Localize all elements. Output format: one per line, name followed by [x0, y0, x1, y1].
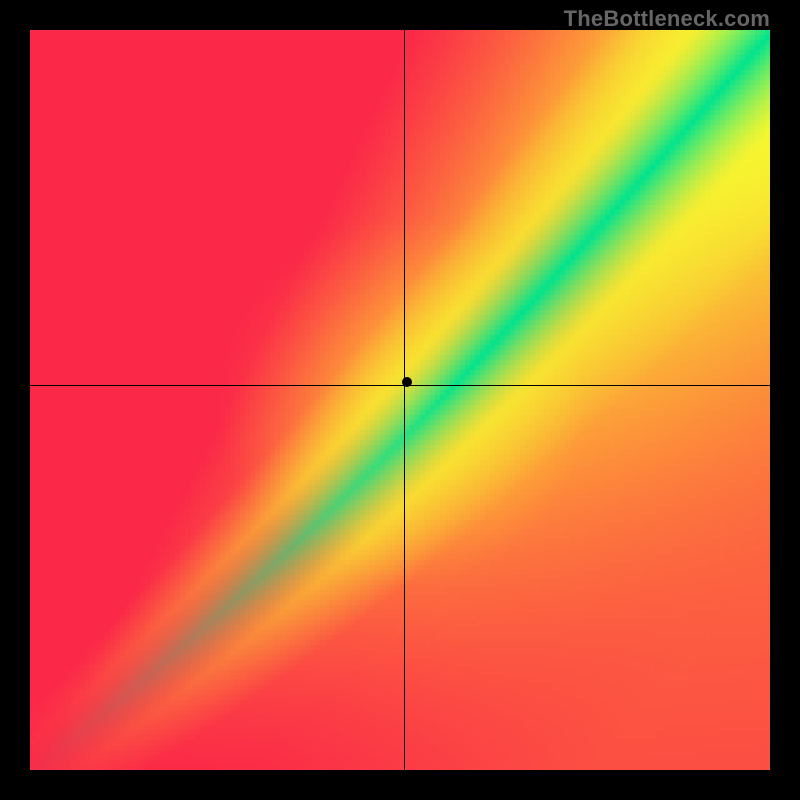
- chart-container: [30, 30, 770, 770]
- crosshair-horizontal: [30, 385, 770, 386]
- bottleneck-heatmap: [30, 30, 770, 770]
- data-point-marker: [402, 377, 412, 387]
- crosshair-vertical: [404, 30, 405, 770]
- watermark: TheBottleneck.com: [564, 6, 770, 32]
